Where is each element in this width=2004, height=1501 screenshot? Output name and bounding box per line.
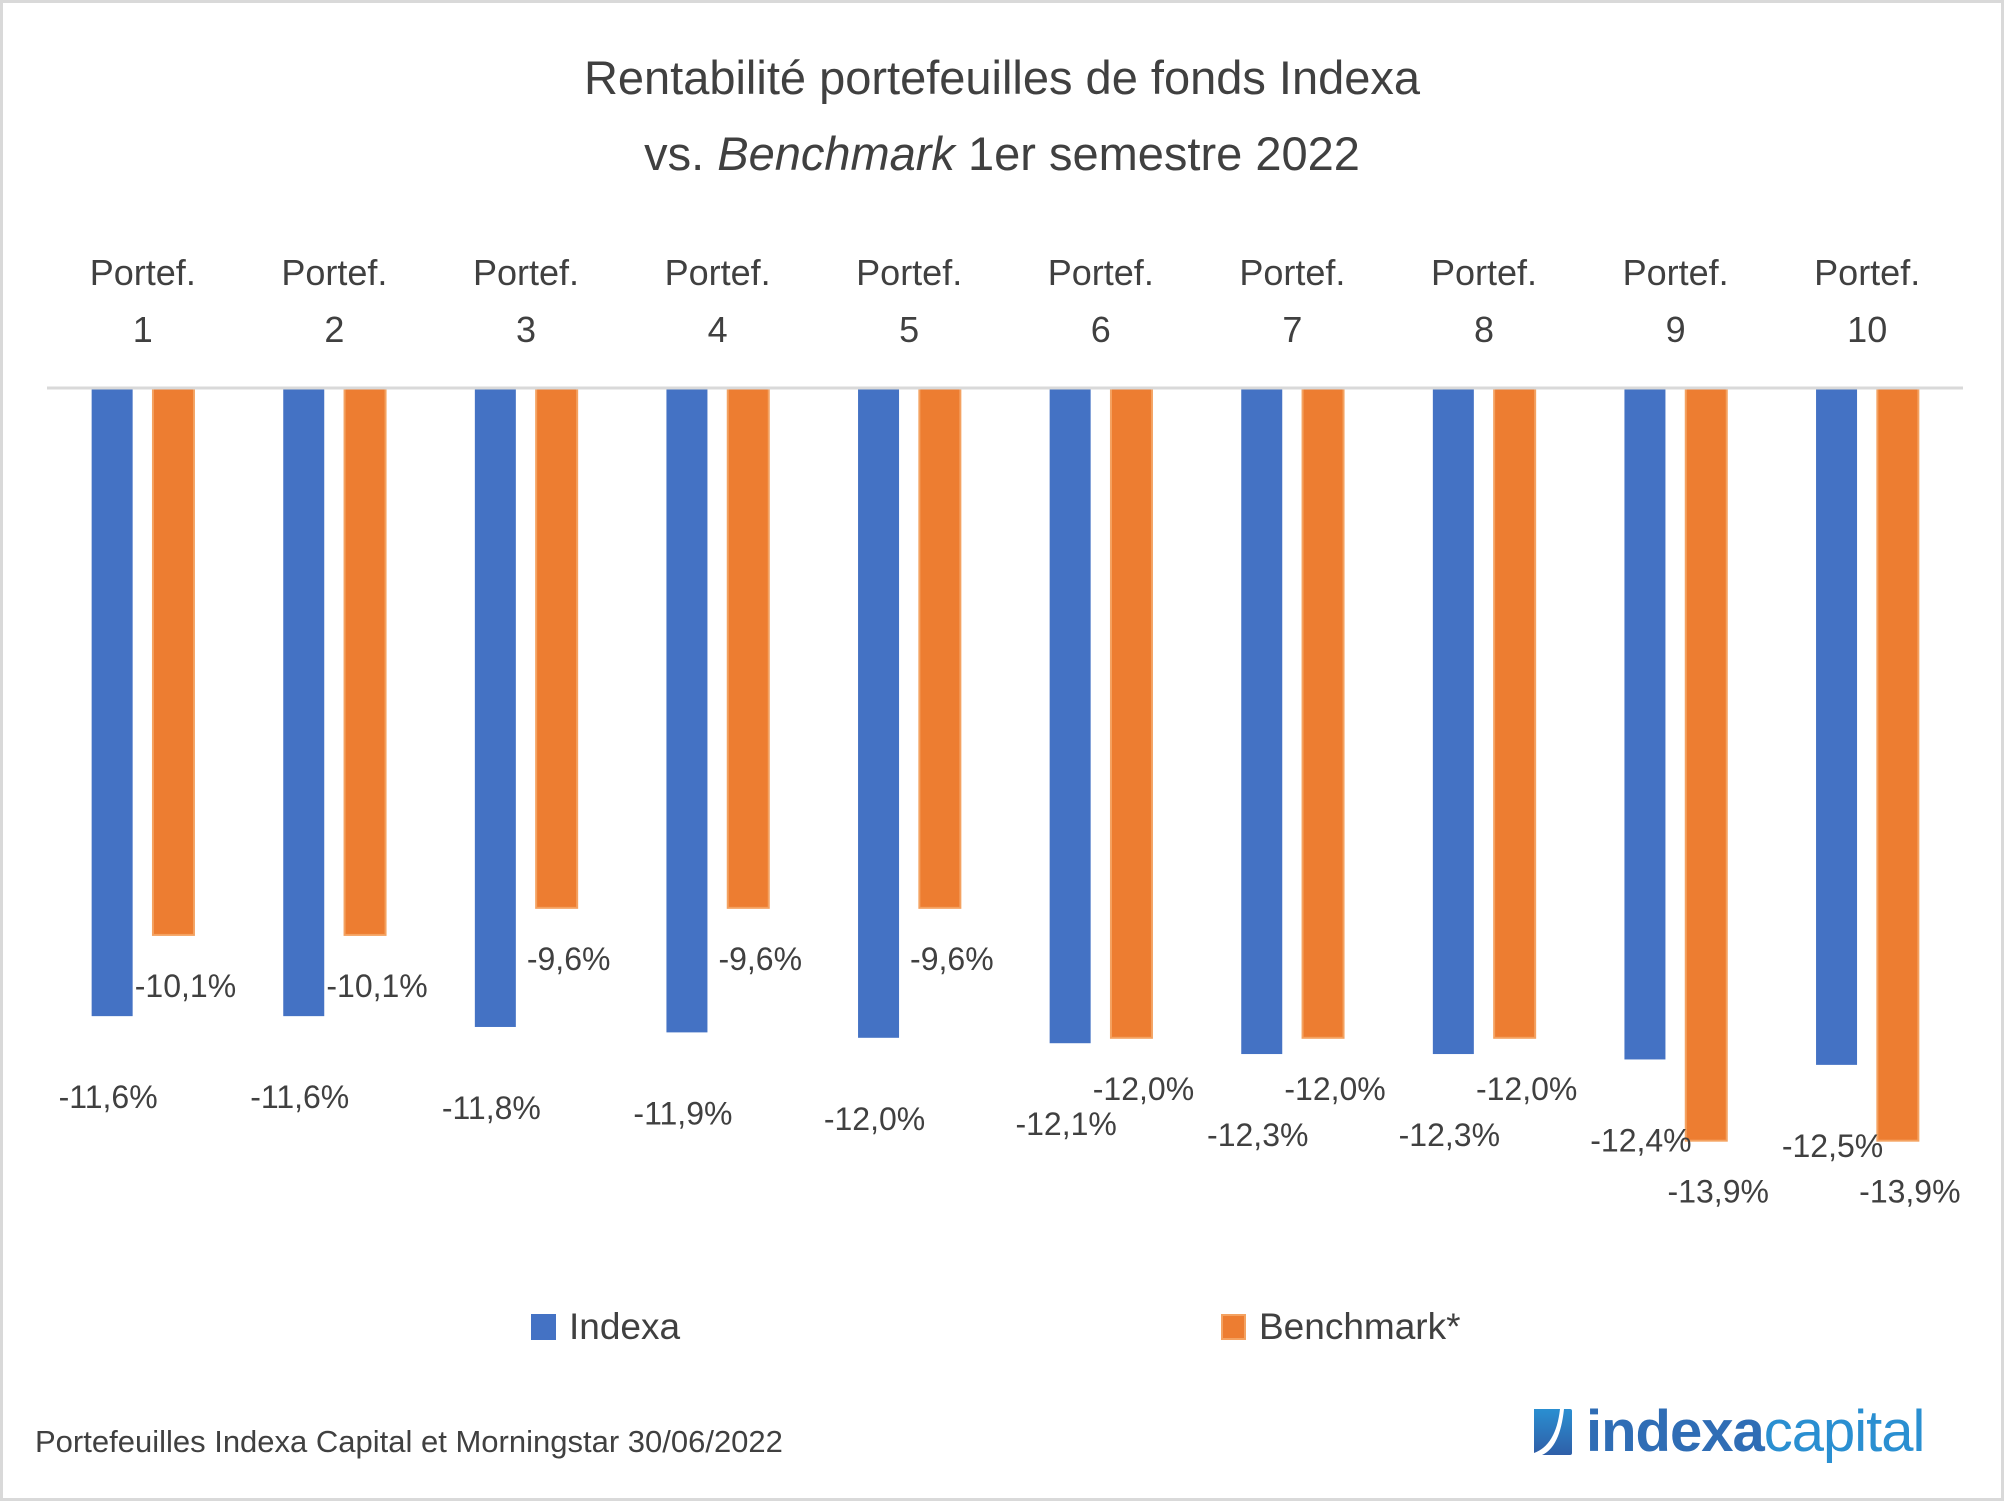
data-label-indexa: -11,9% xyxy=(633,1095,732,1131)
legend-item-indexa[interactable]: Indexa xyxy=(531,1306,680,1348)
data-label-indexa: -12,1% xyxy=(1015,1106,1116,1142)
data-label-indexa: -12,3% xyxy=(1207,1117,1308,1153)
data-label-indexa: -11,6% xyxy=(250,1079,349,1115)
bar-indexa xyxy=(474,388,516,1027)
bar-benchmark xyxy=(1109,387,1153,1039)
data-label-benchmark: -10,1% xyxy=(326,968,427,1004)
logo-word-capital: capital xyxy=(1763,1399,1926,1464)
title-prefix: vs. xyxy=(644,127,718,180)
category-label: 4 xyxy=(708,309,728,350)
category-label: Portef. xyxy=(1814,252,1920,293)
category-label: 7 xyxy=(1282,309,1302,350)
bar-benchmark xyxy=(535,387,579,909)
data-label-indexa: -12,4% xyxy=(1590,1122,1691,1158)
bar-benchmark xyxy=(1684,387,1728,1142)
indexa-capital-logo: indexa capital xyxy=(1530,1398,1926,1465)
legend-swatch-benchmark xyxy=(1221,1314,1246,1340)
bar-indexa xyxy=(1241,388,1283,1055)
logo-word-indexa: indexa xyxy=(1586,1399,1765,1464)
data-label-benchmark: -9,6% xyxy=(527,941,611,977)
chart-title-line2: vs. Benchmark 1er semestre 2022 xyxy=(0,126,2004,181)
category-label: Portef. xyxy=(1623,252,1729,293)
title-suffix: 1er semestre 2022 xyxy=(954,127,1360,180)
bar-benchmark xyxy=(151,387,195,936)
bar-indexa xyxy=(283,388,325,1017)
legend-label-benchmark: Benchmark* xyxy=(1259,1306,1461,1347)
bar-indexa xyxy=(858,388,900,1038)
data-label-benchmark: -12,0% xyxy=(1093,1071,1194,1107)
logo-mark-icon xyxy=(1534,1408,1572,1455)
legend-label-indexa: Indexa xyxy=(569,1306,681,1347)
category-label: Portef. xyxy=(1239,252,1345,293)
bar-benchmark xyxy=(726,387,770,909)
data-label-indexa: -12,0% xyxy=(824,1101,925,1137)
bar-indexa xyxy=(1624,388,1666,1060)
bar-indexa xyxy=(1432,388,1474,1055)
category-label: Portef. xyxy=(1048,252,1154,293)
category-label: Portef. xyxy=(90,252,196,293)
bar-indexa xyxy=(1049,388,1091,1044)
data-label-benchmark: -9,6% xyxy=(718,941,802,977)
category-label: 9 xyxy=(1666,309,1686,350)
category-label: 1 xyxy=(133,309,153,350)
category-label: 2 xyxy=(324,309,344,350)
data-label-benchmark: -13,9% xyxy=(1859,1174,1960,1210)
title-benchmark-italic: Benchmark xyxy=(717,127,955,180)
data-label-indexa: -12,3% xyxy=(1399,1117,1500,1153)
bar-benchmark xyxy=(1493,387,1537,1039)
chart-title-line1: Rentabilité portefeuilles de fonds Index… xyxy=(583,51,1421,104)
bar-indexa xyxy=(666,388,708,1033)
bar-benchmark xyxy=(343,387,387,936)
legend-item-benchmark[interactable]: Benchmark* xyxy=(1221,1306,1461,1348)
data-label-benchmark: -12,0% xyxy=(1476,1071,1577,1107)
bar-indexa xyxy=(1816,388,1858,1065)
data-label-indexa: -12,5% xyxy=(1782,1128,1883,1164)
category-label: 6 xyxy=(1091,309,1111,350)
bar-benchmark xyxy=(1876,387,1920,1142)
category-label: 5 xyxy=(899,309,919,350)
data-label-benchmark: -10,1% xyxy=(135,968,236,1004)
bar-benchmark xyxy=(1301,387,1345,1039)
data-label-benchmark: -9,6% xyxy=(910,941,994,977)
category-label: Portef. xyxy=(856,252,962,293)
legend-swatch-indexa xyxy=(531,1314,556,1340)
source-note: Portefeuilles Indexa Capital et Mornings… xyxy=(35,1424,783,1459)
data-label-indexa: -11,8% xyxy=(442,1090,541,1126)
category-label: Portef. xyxy=(473,252,579,293)
data-label-benchmark: -13,9% xyxy=(1668,1174,1769,1210)
category-label: Portef. xyxy=(281,252,387,293)
category-label: Portef. xyxy=(1431,252,1537,293)
category-label: Portef. xyxy=(665,252,771,293)
bar-indexa xyxy=(91,388,133,1017)
category-label: 10 xyxy=(1847,309,1887,350)
category-label: 8 xyxy=(1474,309,1494,350)
category-label: 3 xyxy=(516,309,536,350)
bar-benchmark xyxy=(918,387,962,909)
data-label-benchmark: -12,0% xyxy=(1284,1071,1385,1107)
data-label-indexa: -11,6% xyxy=(59,1079,158,1115)
